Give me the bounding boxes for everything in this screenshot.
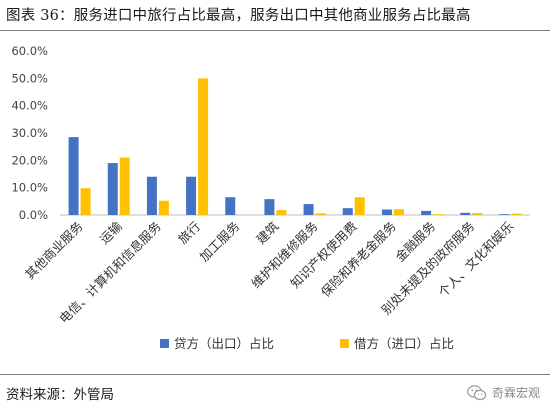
category-label: 个人、文化和娱乐 — [435, 219, 516, 300]
bar-export — [146, 176, 157, 215]
category-label: 建筑 — [253, 218, 282, 247]
axes: 0.0% 10.0% 20.0% 30.0% 40.0% 50.0% 60.0% — [11, 44, 530, 222]
y-tick-label: 40.0% — [11, 99, 48, 113]
legend-label: 借方（进口）占比 — [354, 336, 454, 351]
legend-label: 贷方（出口）占比 — [174, 336, 274, 351]
bar-import — [393, 209, 404, 215]
bar-import — [354, 197, 365, 215]
bar-import — [198, 78, 209, 215]
category-label: 加工服务 — [196, 219, 242, 265]
watermark: 奇霖宏观 — [467, 384, 540, 401]
bar-import — [80, 188, 91, 215]
footer-divider — [0, 374, 550, 375]
bar-export — [107, 163, 118, 215]
category-label: 其他商业服务 — [22, 219, 86, 283]
bar-export — [460, 212, 471, 215]
legend-swatch — [340, 339, 349, 348]
bar-export — [381, 209, 392, 215]
category-label: 保险和养老金服务 — [318, 219, 399, 300]
bar-import — [511, 213, 522, 215]
bar-import — [472, 213, 483, 215]
bar-export — [264, 199, 275, 215]
chart-title: 图表 36：服务进口中旅行占比最高，服务出口中其他商业服务占比最高 — [6, 8, 471, 24]
source-note: 资料来源：外管局 — [6, 387, 114, 403]
bar-export — [303, 204, 314, 215]
category-label: 运输 — [97, 218, 126, 247]
bar-import — [119, 157, 130, 215]
bar-import — [315, 213, 326, 215]
bar-export — [186, 176, 197, 215]
legend-swatch — [160, 339, 169, 348]
bar-import — [433, 214, 444, 215]
y-tick-label: 10.0% — [11, 181, 48, 195]
y-tick-label: 20.0% — [11, 153, 48, 167]
wechat-logo-icon — [467, 384, 487, 400]
bar-import — [158, 200, 169, 215]
y-tick-label: 30.0% — [11, 126, 48, 140]
y-tick-label: 60.0% — [11, 44, 48, 58]
watermark-text: 奇霖宏观 — [491, 386, 540, 400]
bar-chart: 0.0% 10.0% 20.0% 30.0% 40.0% 50.0% 60.0% 其他商业服… — [11, 44, 530, 351]
category-label: 旅行 — [175, 219, 203, 247]
title-divider — [0, 30, 550, 31]
legend: 贷方（出口）占比 借方（进口）占比 — [160, 336, 454, 351]
y-tick-label: 0.0% — [19, 208, 48, 222]
bar-export — [68, 137, 79, 215]
bar-export — [342, 208, 353, 215]
bar-export — [421, 210, 432, 215]
bar-export — [225, 197, 236, 215]
bars — [68, 78, 522, 215]
bar-import — [276, 210, 287, 215]
y-tick-label: 50.0% — [11, 71, 48, 85]
bar-export — [499, 214, 510, 215]
